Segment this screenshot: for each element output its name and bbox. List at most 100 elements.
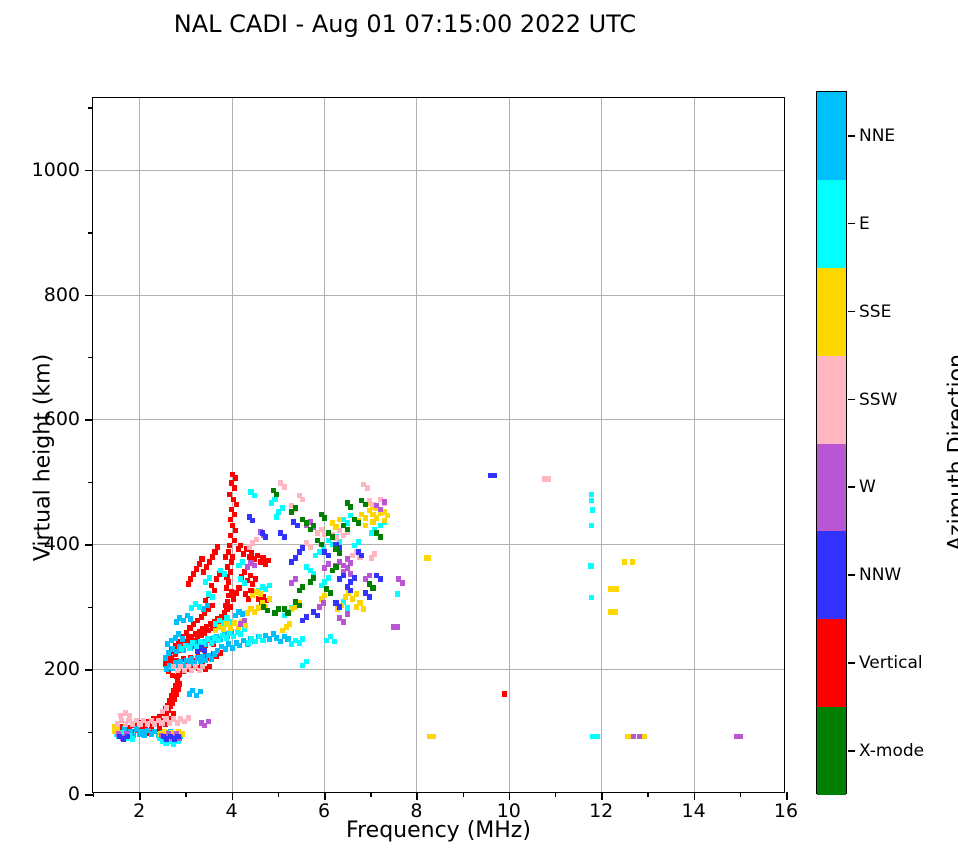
data-point bbox=[178, 663, 184, 670]
data-point bbox=[250, 540, 256, 546]
data-point bbox=[361, 481, 367, 488]
data-point bbox=[148, 723, 154, 730]
data-point bbox=[226, 641, 232, 647]
data-point bbox=[201, 606, 207, 613]
data-point bbox=[257, 591, 263, 598]
data-point bbox=[316, 603, 322, 610]
data-point bbox=[235, 623, 241, 630]
data-point bbox=[250, 592, 256, 599]
data-point bbox=[188, 576, 194, 583]
data-point bbox=[399, 580, 406, 586]
data-point bbox=[313, 552, 319, 559]
data-point bbox=[233, 640, 239, 646]
data-point bbox=[278, 530, 284, 536]
y-axis-title: Virtual height (km) bbox=[30, 353, 56, 562]
data-point bbox=[344, 611, 350, 618]
y-tick-mark bbox=[85, 169, 93, 172]
data-point bbox=[361, 606, 367, 613]
data-point bbox=[264, 597, 270, 604]
data-point bbox=[238, 621, 244, 627]
data-point bbox=[381, 499, 387, 505]
data-point bbox=[174, 677, 180, 684]
data-point bbox=[203, 666, 209, 672]
data-point bbox=[244, 610, 250, 616]
data-point bbox=[266, 582, 273, 589]
data-point bbox=[173, 691, 179, 697]
data-point bbox=[181, 667, 187, 674]
data-point bbox=[281, 534, 287, 540]
data-point bbox=[348, 571, 354, 578]
data-point bbox=[241, 626, 248, 632]
data-point bbox=[191, 621, 197, 627]
data-point bbox=[160, 733, 166, 740]
data-point bbox=[430, 733, 436, 740]
data-point bbox=[168, 692, 175, 699]
data-point bbox=[333, 600, 339, 606]
data-point bbox=[240, 611, 246, 618]
data-point bbox=[171, 696, 177, 702]
data-point bbox=[241, 580, 248, 586]
data-point bbox=[189, 605, 195, 611]
data-point bbox=[333, 546, 339, 553]
data-point bbox=[241, 637, 247, 644]
data-point bbox=[152, 728, 158, 735]
data-point bbox=[263, 586, 269, 593]
data-point bbox=[289, 509, 295, 515]
data-point bbox=[318, 596, 324, 603]
y-tick-minor bbox=[88, 232, 93, 234]
data-point bbox=[272, 496, 278, 503]
data-point bbox=[198, 645, 204, 651]
colorbar-segment-e bbox=[817, 179, 846, 268]
data-point bbox=[374, 530, 380, 536]
data-point bbox=[246, 553, 252, 560]
data-point bbox=[197, 688, 203, 695]
data-point bbox=[607, 586, 613, 593]
colorbar-tick bbox=[848, 662, 855, 664]
data-point bbox=[137, 721, 143, 727]
data-point bbox=[227, 542, 233, 549]
y-tick-label: 600 bbox=[43, 408, 80, 431]
data-point bbox=[216, 637, 222, 644]
data-point bbox=[233, 590, 239, 596]
data-point bbox=[246, 544, 252, 550]
data-point bbox=[337, 615, 343, 621]
colorbar-segment-nne bbox=[817, 92, 846, 180]
data-point bbox=[266, 636, 273, 642]
data-point bbox=[333, 524, 339, 530]
data-point bbox=[217, 567, 224, 574]
colorbar-label-ssw: SSW bbox=[859, 389, 898, 410]
data-point bbox=[187, 640, 193, 646]
data-point bbox=[307, 578, 313, 585]
data-point bbox=[214, 653, 220, 660]
colorbar-segment-vertical bbox=[817, 619, 846, 708]
data-point bbox=[234, 628, 240, 635]
data-point bbox=[119, 717, 125, 724]
data-point bbox=[238, 631, 244, 637]
data-point bbox=[249, 636, 255, 642]
data-point bbox=[340, 522, 346, 529]
data-point bbox=[217, 650, 224, 656]
data-point bbox=[314, 530, 321, 536]
data-point bbox=[214, 576, 220, 583]
data-point bbox=[256, 633, 262, 640]
data-point bbox=[292, 603, 298, 610]
x-tick-mark bbox=[324, 792, 326, 800]
data-point bbox=[355, 548, 361, 555]
data-point bbox=[142, 732, 148, 739]
data-point bbox=[278, 480, 284, 486]
data-point bbox=[136, 731, 142, 737]
data-point bbox=[238, 576, 244, 583]
data-point bbox=[231, 537, 237, 544]
data-point bbox=[167, 697, 173, 704]
y-tick-minor bbox=[88, 357, 93, 359]
data-point bbox=[193, 601, 199, 608]
data-point bbox=[327, 590, 333, 596]
x-tick-minor bbox=[739, 792, 742, 797]
data-point bbox=[244, 577, 250, 584]
data-point bbox=[326, 561, 332, 568]
data-point bbox=[395, 591, 401, 598]
data-point bbox=[322, 578, 328, 585]
data-point bbox=[139, 728, 145, 735]
data-point bbox=[344, 556, 350, 563]
data-point bbox=[270, 631, 276, 637]
